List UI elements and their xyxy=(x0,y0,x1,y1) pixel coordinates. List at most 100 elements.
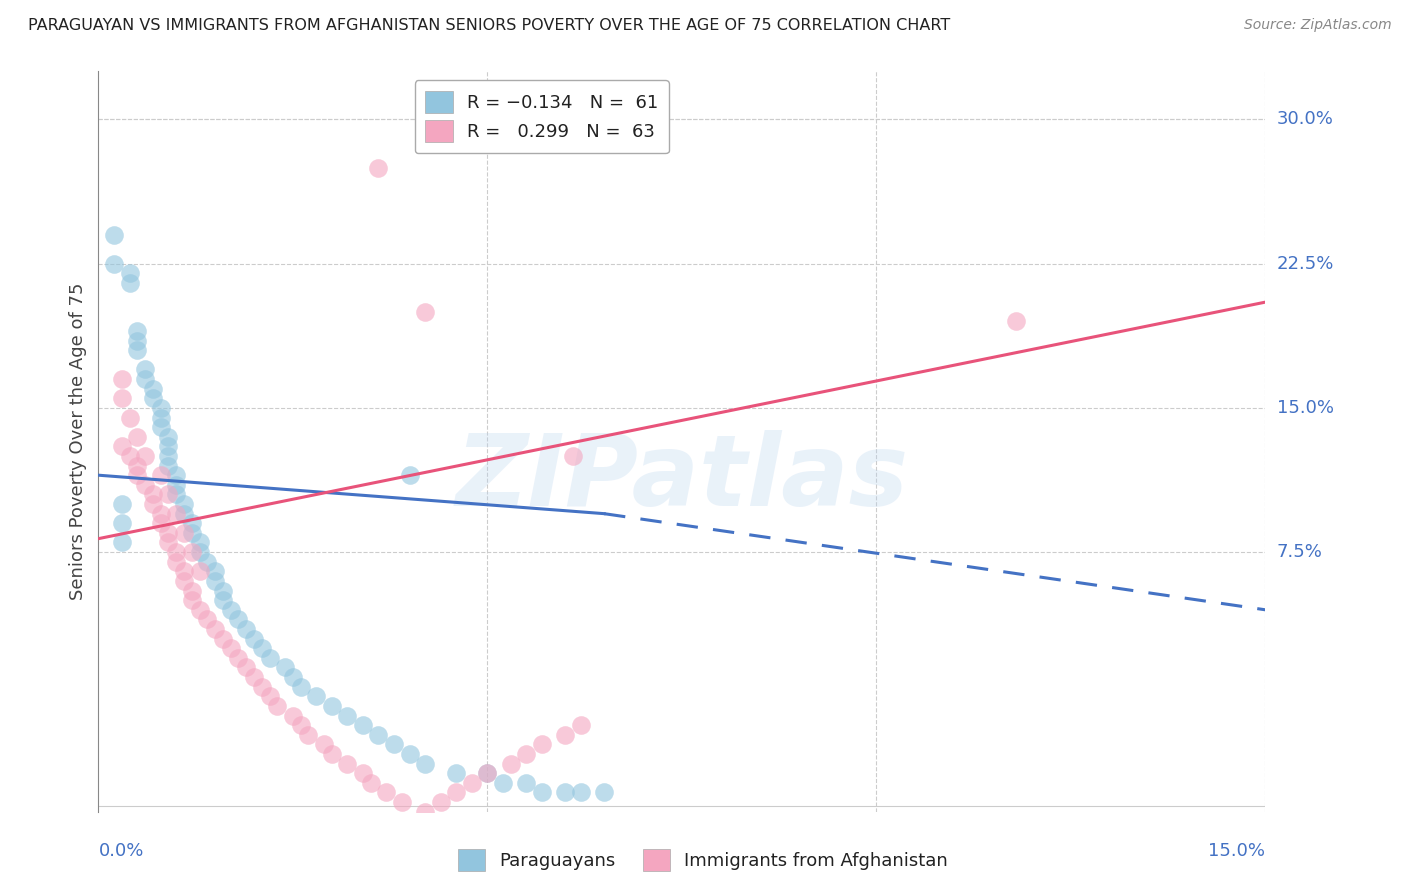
Point xyxy=(173,565,195,579)
Point xyxy=(134,449,156,463)
Text: 15.0%: 15.0% xyxy=(1277,399,1333,417)
Point xyxy=(336,708,359,723)
Point xyxy=(180,525,202,540)
Point xyxy=(180,516,202,531)
Point xyxy=(118,410,141,425)
Point xyxy=(180,545,202,559)
Point xyxy=(127,430,149,444)
Point xyxy=(266,698,288,713)
Point xyxy=(569,785,592,799)
Point xyxy=(297,728,319,742)
Point xyxy=(1005,314,1028,328)
Point xyxy=(173,574,195,588)
Point xyxy=(212,632,235,646)
Point xyxy=(157,439,180,453)
Point xyxy=(212,593,235,607)
Point xyxy=(515,776,537,790)
Point xyxy=(398,747,420,761)
Point xyxy=(336,756,359,771)
Point xyxy=(111,439,134,453)
Point xyxy=(180,593,202,607)
Text: Source: ZipAtlas.com: Source: ZipAtlas.com xyxy=(1244,18,1392,32)
Point xyxy=(195,612,218,626)
Point xyxy=(173,507,195,521)
Y-axis label: Seniors Poverty Over the Age of 75: Seniors Poverty Over the Age of 75 xyxy=(69,283,87,600)
Point xyxy=(352,718,374,732)
Point xyxy=(367,161,389,175)
Point xyxy=(111,516,134,531)
Point xyxy=(195,555,218,569)
Point xyxy=(188,603,211,617)
Point xyxy=(413,805,436,819)
Point xyxy=(142,382,165,396)
Point xyxy=(219,641,242,656)
Point xyxy=(149,420,172,434)
Point xyxy=(243,670,266,684)
Point xyxy=(530,738,553,752)
Point xyxy=(165,507,187,521)
Point xyxy=(173,497,195,511)
Point xyxy=(142,487,165,501)
Point xyxy=(321,698,343,713)
Point xyxy=(134,478,156,492)
Point xyxy=(305,690,328,704)
Point xyxy=(134,362,156,376)
Point xyxy=(180,583,202,598)
Point xyxy=(281,670,304,684)
Point xyxy=(281,708,304,723)
Point xyxy=(477,766,499,780)
Point xyxy=(134,372,156,386)
Point xyxy=(290,718,312,732)
Point xyxy=(188,535,211,549)
Point xyxy=(235,660,257,674)
Point xyxy=(235,622,257,636)
Point xyxy=(118,449,141,463)
Point xyxy=(569,718,592,732)
Point xyxy=(274,660,297,674)
Text: 15.0%: 15.0% xyxy=(1208,842,1265,860)
Text: 0.0%: 0.0% xyxy=(98,842,143,860)
Point xyxy=(259,651,281,665)
Point xyxy=(398,468,420,483)
Point xyxy=(554,728,576,742)
Point xyxy=(118,266,141,280)
Point xyxy=(243,632,266,646)
Point xyxy=(446,785,468,799)
Legend: Paraguayans, Immigrants from Afghanistan: Paraguayans, Immigrants from Afghanistan xyxy=(451,842,955,879)
Point xyxy=(250,641,273,656)
Point xyxy=(382,738,405,752)
Point xyxy=(228,612,250,626)
Point xyxy=(149,507,172,521)
Point xyxy=(477,766,499,780)
Point xyxy=(157,487,180,501)
Point xyxy=(250,680,273,694)
Point xyxy=(165,478,187,492)
Point xyxy=(157,430,180,444)
Point xyxy=(515,747,537,761)
Point xyxy=(391,795,413,809)
Point xyxy=(461,776,484,790)
Point xyxy=(149,410,172,425)
Point xyxy=(157,458,180,473)
Point xyxy=(321,747,343,761)
Text: 30.0%: 30.0% xyxy=(1277,111,1333,128)
Point xyxy=(103,257,125,271)
Point xyxy=(593,785,616,799)
Point xyxy=(142,497,165,511)
Point xyxy=(149,516,172,531)
Point xyxy=(375,785,398,799)
Text: ZIPatlas: ZIPatlas xyxy=(456,430,908,527)
Point xyxy=(259,690,281,704)
Point xyxy=(204,622,226,636)
Point xyxy=(413,304,436,318)
Point xyxy=(446,766,468,780)
Point xyxy=(492,776,515,790)
Point xyxy=(165,468,187,483)
Point xyxy=(127,458,149,473)
Point xyxy=(554,785,576,799)
Point xyxy=(127,324,149,338)
Point xyxy=(499,756,522,771)
Legend: R = −0.134   N =  61, R =   0.299   N =  63: R = −0.134 N = 61, R = 0.299 N = 63 xyxy=(415,80,669,153)
Point xyxy=(165,545,187,559)
Point xyxy=(429,795,451,809)
